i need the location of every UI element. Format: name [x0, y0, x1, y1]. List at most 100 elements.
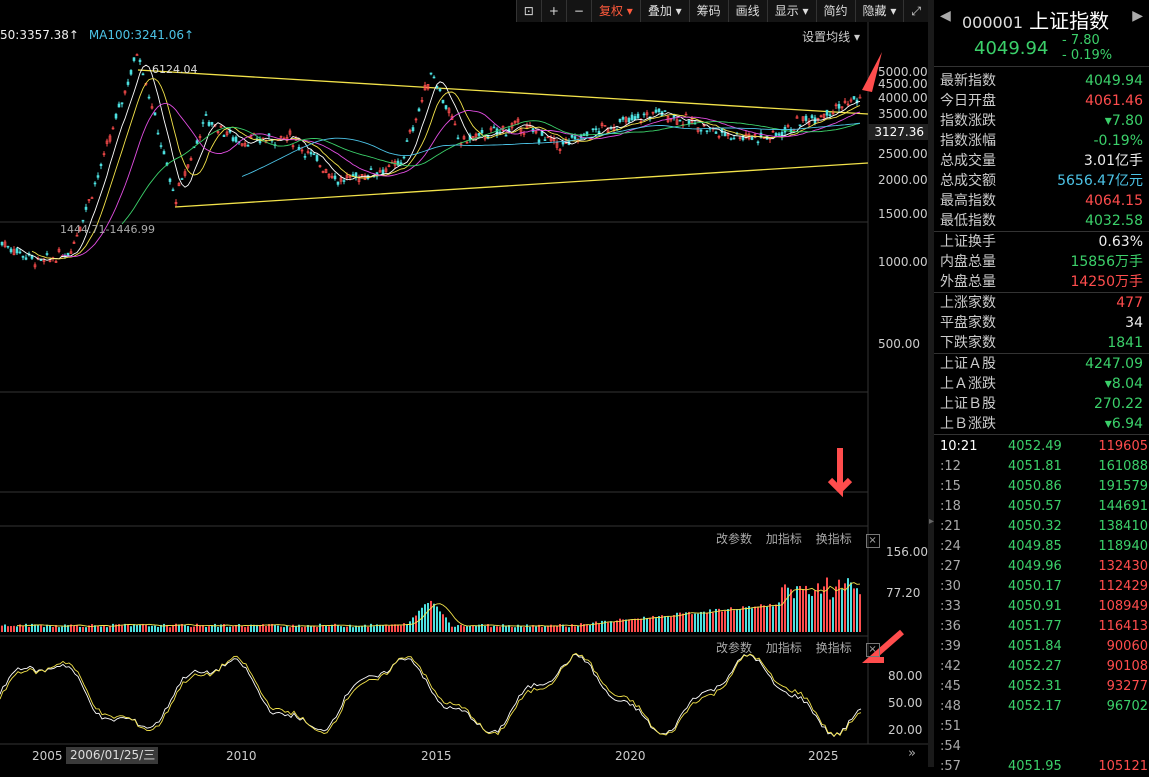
volume-bar: [655, 618, 657, 632]
volume-bar: [493, 625, 495, 632]
volume-bar: [622, 619, 624, 632]
stat-value: 270.22: [1094, 396, 1143, 412]
kline-svg: 6124.04 1444.71-1446.99: [0, 22, 928, 745]
vol-edit-params-button[interactable]: 改参数: [716, 532, 753, 546]
prev-stock-icon[interactable]: ◀: [940, 8, 951, 24]
tick-p: 4050.17: [1008, 579, 1062, 594]
volume-bar: [295, 626, 297, 632]
volume-bar: [163, 623, 165, 632]
draw-line-button[interactable]: 画线: [727, 0, 767, 22]
volume-bar: [10, 626, 12, 632]
volume-bar: [826, 577, 828, 632]
volume-bar: [352, 627, 354, 632]
volume-bar: [19, 624, 21, 632]
volume-bar: [844, 583, 846, 632]
volume-bar: [427, 602, 429, 632]
red-arrow-top: [862, 52, 882, 92]
osc-add-indicator-button[interactable]: 加指标: [765, 641, 802, 655]
stat-label: 外盘总量: [940, 274, 996, 290]
stat-label: 上证Ａ股: [940, 356, 996, 372]
stock-change: - 7.80 - 0.19%: [1062, 33, 1112, 63]
plus-icon[interactable]: +: [540, 0, 566, 22]
volume-bar: [79, 626, 81, 632]
candle-body: [330, 175, 334, 178]
volume-bar: [238, 624, 240, 632]
volume-bar: [49, 625, 51, 632]
tick-v: 108949: [1098, 599, 1148, 614]
chips-button[interactable]: 筹码: [688, 0, 728, 22]
volume-bar: [112, 623, 114, 632]
stat-value: 15856万手: [1070, 254, 1143, 270]
fullscreen-icon[interactable]: ⤢: [903, 0, 928, 22]
vol-close-icon[interactable]: ×: [865, 534, 880, 548]
stat-value: 4061.46: [1085, 93, 1143, 109]
tick-p: 4049.85: [1008, 539, 1062, 554]
panel-splitter[interactable]: ▸: [928, 0, 934, 767]
simple-button[interactable]: 简约: [815, 0, 855, 22]
volume-bar: [739, 609, 741, 632]
stat-value: ▾8.04: [1104, 376, 1143, 392]
volume-bar: [571, 624, 573, 632]
volume-bar: [727, 609, 729, 632]
candle-body: [846, 103, 850, 106]
volume-bar: [103, 625, 105, 632]
candle-body: [78, 226, 82, 231]
candle-body: [774, 133, 778, 136]
tick-v: 161088: [1098, 459, 1148, 474]
volume-bar: [595, 621, 597, 632]
volume-bar: [67, 625, 69, 632]
tick-v: 93277: [1106, 679, 1148, 694]
candle-body: [621, 117, 625, 120]
fuquan-button[interactable]: 复权 ▾: [590, 0, 640, 22]
osc-edit-params-button[interactable]: 改参数: [716, 641, 753, 655]
volume-bar: [574, 626, 576, 632]
volume-bar: [721, 611, 723, 632]
set-ma-button[interactable]: 设置均线 ▾: [802, 30, 860, 44]
vol-add-indicator-button[interactable]: 加指标: [765, 532, 802, 546]
candle-body: [39, 259, 43, 262]
minus-icon[interactable]: −: [565, 0, 591, 22]
candle-body: [849, 99, 853, 102]
candle-body: [651, 111, 655, 114]
overlay-button[interactable]: 叠加 ▾: [639, 0, 689, 22]
vol-change-indicator-button[interactable]: 换指标: [815, 532, 852, 546]
volume-bar: [679, 612, 681, 632]
candle-body: [768, 138, 772, 140]
volume-bar: [379, 625, 381, 632]
candle-body: [795, 116, 799, 119]
tick-t: :33: [940, 599, 961, 614]
volume-bar: [667, 615, 669, 632]
volume-bar: [301, 627, 303, 632]
tick-row: :21 4050.32 138410: [934, 517, 1149, 537]
stat-label: 指数涨幅: [940, 133, 996, 149]
volume-bar: [616, 620, 618, 632]
osc-change-indicator-button[interactable]: 换指标: [815, 641, 852, 655]
osc-close-icon[interactable]: ×: [865, 643, 880, 657]
volume-bar: [22, 626, 24, 632]
ma-line-20: [61, 103, 861, 258]
volume-bar: [361, 626, 363, 632]
volume-bar: [823, 586, 825, 632]
lock-icon[interactable]: ⊡: [515, 0, 541, 22]
candle-body: [819, 115, 823, 118]
candle-body: [738, 137, 742, 139]
low-annotation: 1444.71-1446.99: [60, 223, 155, 236]
display-button[interactable]: 显示 ▾: [766, 0, 816, 22]
tick-p: 4052.49: [1008, 439, 1062, 454]
stat-row: 指数涨幅 -0.19%: [934, 131, 1149, 151]
chart-area[interactable]: ⊡ + − 复权 ▾ 叠加 ▾ 筹码 画线 显示 ▾ 简约 隐藏 ▾ ⤢ 50:…: [0, 0, 928, 767]
hide-button[interactable]: 隐藏 ▾: [854, 0, 904, 22]
candle-body: [696, 127, 700, 132]
volume-bar: [550, 624, 552, 632]
volume-bar: [346, 626, 348, 632]
volume-bar: [508, 625, 510, 632]
scroll-right-icon[interactable]: »: [908, 746, 916, 761]
volume-bar: [244, 627, 246, 632]
candle-body: [204, 114, 208, 116]
volume-bar: [742, 606, 744, 632]
volume-bar: [787, 587, 789, 632]
tick-p: 4052.17: [1008, 699, 1062, 714]
resistance-trendline: [137, 69, 869, 115]
candle-body: [210, 122, 214, 125]
next-stock-icon[interactable]: ▶: [1132, 8, 1143, 24]
